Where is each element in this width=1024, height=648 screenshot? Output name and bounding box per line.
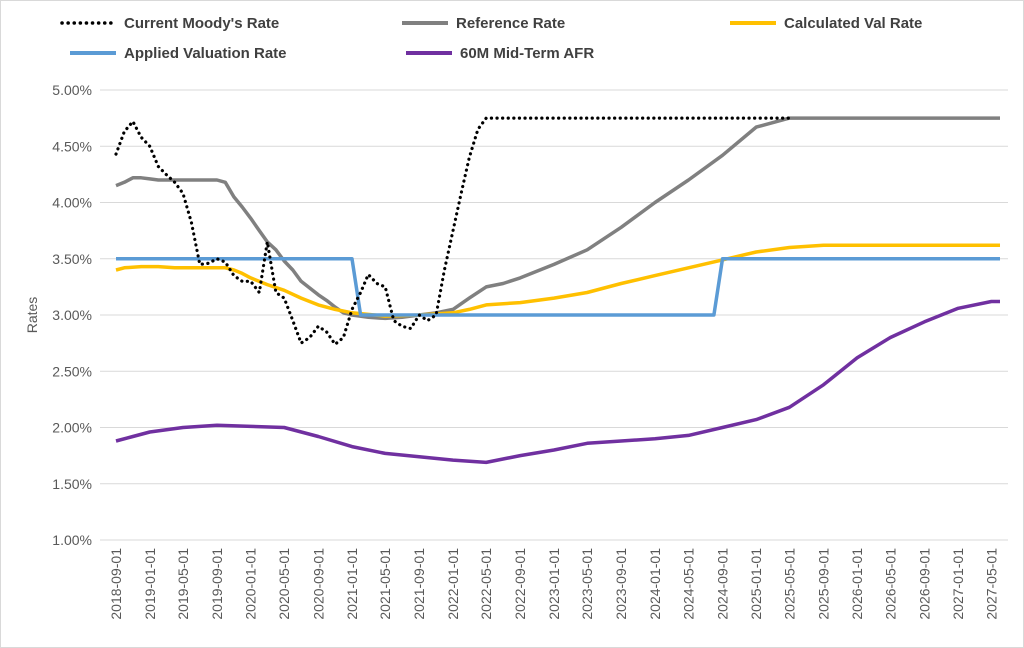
- x-tick-label: 2024-05-01: [680, 548, 696, 620]
- y-tick-label: 1.50%: [52, 476, 92, 492]
- legend-swatch: [406, 51, 452, 55]
- x-tick-label: 2023-09-01: [613, 548, 629, 620]
- x-tick-label: 2024-09-01: [714, 548, 730, 620]
- x-tick-label: 2022-09-01: [512, 548, 528, 620]
- y-axis-label: Rates: [24, 297, 40, 334]
- x-tick-label: 2026-01-01: [849, 548, 865, 620]
- legend-item-reference-rate: Reference Rate: [402, 12, 565, 34]
- series-line-reference-rate: [115, 116, 1000, 321]
- x-tick-label: 2025-09-01: [815, 548, 831, 620]
- y-tick-label: 3.00%: [52, 307, 92, 323]
- x-tick-label: 2022-01-01: [445, 548, 461, 620]
- x-tick-label: 2023-01-01: [546, 548, 562, 620]
- y-tick-label: 5.00%: [52, 82, 92, 98]
- legend-item-current-moodys-rate: Current Moody's Rate: [60, 12, 279, 34]
- legend-swatch: [60, 21, 116, 25]
- x-tick-label: 2023-05-01: [579, 548, 595, 620]
- x-tick-label: 2018-09-01: [108, 548, 124, 620]
- legend-label: Calculated Val Rate: [784, 14, 923, 32]
- x-tick-label: 2022-05-01: [478, 548, 494, 620]
- legend-swatch: [70, 51, 116, 55]
- x-tick-label: 2027-05-01: [983, 548, 999, 620]
- legend-item-60m-mid-term-afr: 60M Mid-Term AFR: [406, 42, 594, 64]
- legend-label: 60M Mid-Term AFR: [460, 44, 595, 62]
- x-tick-label: 2019-05-01: [175, 548, 191, 620]
- series-line-applied-valuation-rate: [116, 257, 1000, 317]
- y-tick-label: 4.50%: [52, 138, 92, 154]
- legend: Current Moody's Rate Reference Rate Calc…: [0, 0, 1024, 70]
- legend-swatch: [402, 21, 448, 25]
- y-tick-label: 4.00%: [52, 195, 92, 211]
- y-tick-label: 2.50%: [52, 363, 92, 379]
- x-tick-label: 2019-01-01: [142, 548, 158, 620]
- x-tick-label: 2026-05-01: [882, 548, 898, 620]
- legend-item-applied-valuation-rate: Applied Valuation Rate: [70, 42, 287, 64]
- x-tick-label: 2027-01-01: [950, 548, 966, 620]
- legend-item-calculated-val-rate: Calculated Val Rate: [730, 12, 922, 34]
- y-tick-label: 1.00%: [52, 532, 92, 548]
- x-tick-label: 2020-09-01: [310, 548, 326, 620]
- x-tick-label: 2020-05-01: [276, 548, 292, 620]
- x-tick-label: 2026-09-01: [916, 548, 932, 620]
- x-tick-label: 2025-01-01: [748, 548, 764, 620]
- legend-label: Current Moody's Rate: [124, 14, 280, 32]
- series-lines: [114, 116, 1000, 465]
- x-tick-label: 2021-05-01: [377, 548, 393, 620]
- x-tick-label: 2021-09-01: [411, 548, 427, 620]
- series-line-60m-mid-term-afr: [115, 299, 1000, 465]
- x-tick-label: 2024-01-01: [647, 548, 663, 620]
- x-tick-label: 2019-09-01: [209, 548, 225, 620]
- y-axis-ticks: 1.00% 1.50% 2.00% 2.50% 3.00% 3.50% 4.00% 4.50%…: [52, 82, 92, 548]
- legend-swatch: [730, 21, 776, 25]
- x-tick-label: 2025-05-01: [781, 548, 797, 620]
- x-tick-label: 2021-01-01: [344, 548, 360, 620]
- x-tick-label: 2020-01-01: [243, 548, 259, 620]
- x-axis-ticks: 2018-09-01 2019-01-01 2019-05-01 2019-09-01…: [108, 548, 999, 620]
- y-tick-label: 3.50%: [52, 251, 92, 267]
- series-line-current-moody-s-rate: [114, 116, 792, 346]
- y-tick-label: 2.00%: [52, 420, 92, 436]
- legend-label: Reference Rate: [456, 14, 566, 32]
- legend-label: Applied Valuation Rate: [124, 44, 287, 62]
